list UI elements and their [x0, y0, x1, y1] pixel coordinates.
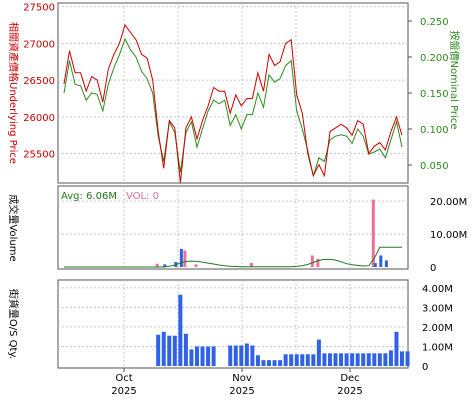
qty-bar [156, 334, 161, 366]
qty-bar [161, 331, 166, 366]
month-label-dec: Dec [340, 373, 359, 384]
qty-bar [283, 354, 288, 366]
qty-axis-title: 街貨量O/S Qty. [7, 289, 20, 359]
qty-bar [267, 360, 272, 366]
qty-bar [278, 360, 283, 366]
qty-bar [206, 346, 211, 366]
volume-bar-up [179, 248, 183, 267]
qty-bar [233, 345, 238, 366]
qty-bar [344, 353, 349, 366]
underlying-tick-label: 25500 [23, 150, 55, 161]
volume-bar-down [183, 250, 187, 267]
qty-bar [394, 331, 399, 366]
volume-bar-up [163, 264, 167, 267]
qty-series [156, 294, 410, 366]
qty-bar [244, 343, 249, 366]
qty-bar [172, 335, 177, 366]
volume-bar-down [371, 199, 375, 267]
underlying-tick-label: 26000 [23, 113, 55, 124]
qty-bar [261, 360, 266, 366]
volume-average-line [64, 246, 402, 268]
qty-bar [294, 354, 299, 366]
year-label-dec: 2025 [337, 386, 362, 397]
qty-bar [355, 353, 360, 366]
volume-series [64, 199, 402, 268]
qty-bar [300, 354, 305, 366]
underlying-tick-label: 27500 [23, 3, 55, 14]
year-label-nov: 2025 [229, 386, 254, 397]
qty-bar [200, 346, 205, 366]
qty-bar [255, 355, 260, 366]
nominal-tick-label: 0.250 [420, 17, 449, 28]
qty-bar [289, 354, 294, 366]
qty-bar [194, 346, 199, 366]
qty-bar [322, 353, 327, 366]
qty-bar [361, 353, 366, 366]
volume-bar-up [384, 260, 388, 267]
nominal-tick-label: 0.100 [420, 125, 449, 136]
month-label-oct: Oct [115, 373, 132, 384]
underlying-tick-label: 26500 [23, 76, 55, 87]
tick-labels: 27500 27000 26500 26000 25500 0.250 0.200 0.150… [23, 3, 467, 373]
qty-bar [350, 353, 355, 366]
volume-bar-down [316, 258, 320, 267]
volume-bar-down [310, 255, 314, 267]
month-label-nov: Nov [232, 373, 252, 384]
underlying-axis-title: 相關資產價格Underlying Price [7, 22, 20, 164]
qty-bar [239, 345, 244, 366]
qty-bar [405, 351, 410, 366]
qty-bar [383, 353, 388, 366]
qty-tick-label: 4.00M [422, 284, 453, 295]
qty-tick-label: 3.00M [422, 303, 453, 314]
qty-bar [366, 353, 371, 366]
underlying-price-line [63, 23, 403, 184]
qty-bar [400, 351, 404, 366]
current-volume-label: VOL: 0 [126, 191, 159, 202]
volume-tick-label: 10.00M [430, 230, 467, 241]
qty-bar [339, 353, 344, 366]
qty-bar [250, 345, 255, 366]
qty-bar [333, 353, 338, 366]
volume-bar-up [373, 263, 377, 267]
price-panel-frame [57, 2, 409, 184]
avg-volume-label: Avg: 6.06M [61, 191, 117, 202]
qty-tick-label: 2.00M [422, 323, 453, 334]
qty-bar [372, 353, 377, 366]
qty-bar [388, 350, 393, 366]
qty-bar [272, 360, 277, 366]
volume-bar-down [194, 264, 198, 267]
nominal-tick-label: 0.150 [420, 89, 449, 100]
qty-bar [211, 346, 216, 366]
grid-lines [58, 3, 412, 372]
nominal-price-line [63, 37, 403, 178]
price-series [63, 23, 403, 184]
underlying-tick-label: 27000 [23, 39, 55, 50]
qty-bar [327, 353, 332, 366]
qty-bar [316, 339, 321, 366]
qty-bar [228, 345, 233, 366]
qty-bar [377, 353, 382, 366]
qty-bar [183, 333, 188, 366]
volume-bar-down [155, 263, 159, 267]
nominal-tick-label: 0.200 [420, 53, 449, 64]
volume-tick-label: 0 [430, 263, 436, 274]
qty-bar [167, 335, 172, 366]
volume-bar-up [379, 255, 383, 267]
qty-bar [305, 354, 310, 366]
year-label-oct: 2025 [111, 386, 136, 397]
qty-bar [189, 349, 194, 366]
nominal-tick-label: 0.050 [420, 161, 449, 172]
volume-axis-title: 成交量Volume [7, 194, 20, 261]
qty-panel-frame [57, 279, 409, 369]
volume-bar-down [249, 263, 253, 267]
nominal-axis-title: 按盤價Nominal Price [448, 31, 461, 130]
qty-tick-label: 0 [422, 362, 428, 373]
qty-tick-label: 1.00M [422, 342, 453, 353]
qty-bar [311, 354, 316, 366]
qty-bar [178, 294, 183, 366]
volume-tick-label: 20.00M [430, 197, 467, 208]
